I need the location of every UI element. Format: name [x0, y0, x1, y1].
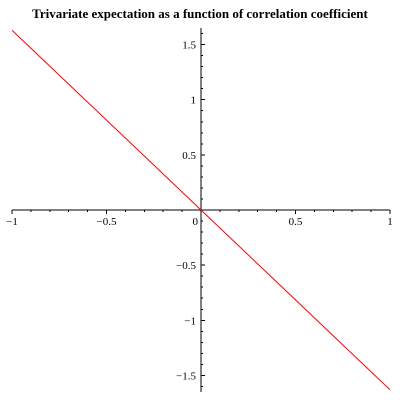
y-tick-label: 0.5	[182, 150, 196, 162]
x-tick-label: 1	[387, 216, 393, 228]
series	[11, 29, 391, 391]
x-tick-label: −1	[6, 216, 18, 228]
ticks	[11, 33, 391, 387]
y-tick-label: −1	[184, 315, 196, 327]
series-line	[11, 29, 391, 391]
chart-title: Trivariate expectation as a function of …	[32, 6, 368, 21]
x-tick-label: −0.5	[97, 216, 117, 228]
x-tick-label: 0	[193, 216, 199, 228]
y-tick-label: 1	[191, 95, 197, 107]
tick-labels: −1 −0.5 0 0.5 1 1.5 1 0.5 −0.5 −1 −1.5	[6, 40, 393, 383]
x-tick-label: 0.5	[289, 216, 303, 228]
y-tick-label: −1.5	[176, 370, 196, 382]
y-tick-label: −0.5	[176, 260, 196, 272]
y-tick-label: 1.5	[182, 40, 196, 52]
